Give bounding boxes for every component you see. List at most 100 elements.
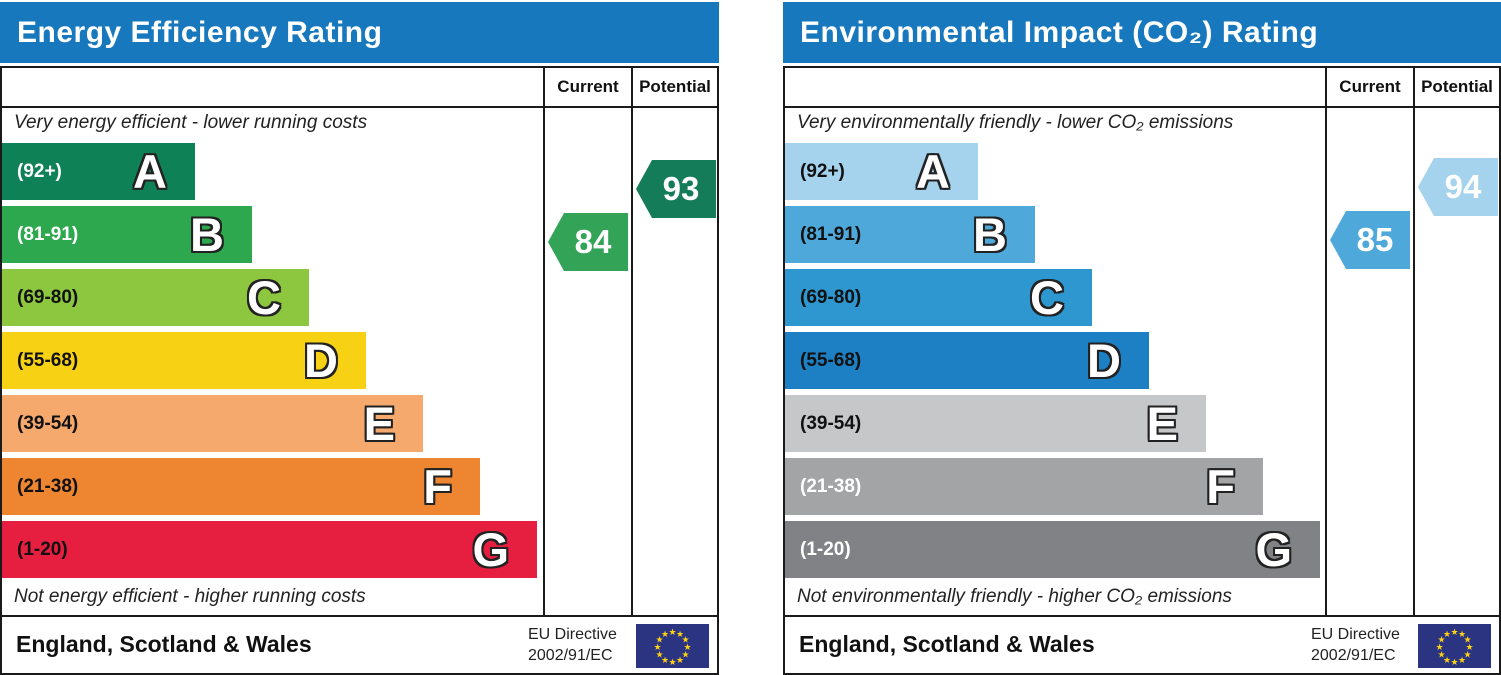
current-rating-value: 85 <box>1356 221 1394 258</box>
energy-efficiency-chart: Energy Efficiency Rating Very energy eff… <box>0 0 719 675</box>
eu-directive-line2: 2002/91/EC <box>1311 647 1396 664</box>
band-c-range: (69-80) <box>800 287 862 308</box>
region-label: England, Scotland & Wales <box>799 631 1095 657</box>
band-d-range: (55-68) <box>800 350 862 371</box>
band-g-range: (1-20) <box>800 539 851 560</box>
band-b-letter: B <box>190 208 224 261</box>
svg-text:★: ★ <box>1465 642 1473 652</box>
potential-rating-value: 94 <box>1444 168 1482 205</box>
svg-text:★: ★ <box>1463 635 1471 645</box>
svg-text:★: ★ <box>1443 655 1451 665</box>
current-rating-value: 84 <box>574 223 612 260</box>
current-rating-arrow: 85 <box>1330 211 1410 269</box>
current-column: Current 84 <box>543 68 631 615</box>
eu-flag-icon: ★ ★ ★ ★ ★ ★ ★ ★ ★ ★ ★ ★ <box>1418 624 1491 668</box>
svg-text:★: ★ <box>1443 629 1451 639</box>
svg-text:★: ★ <box>668 627 676 637</box>
band-d-range: (55-68) <box>17 350 79 371</box>
energy-efficiency-title: Energy Efficiency Rating <box>0 2 719 63</box>
band-d-letter: D <box>304 334 338 387</box>
band-a: (92+) A <box>2 143 195 200</box>
svg-text:★: ★ <box>681 650 689 660</box>
band-g: (1-20) G <box>785 521 1320 578</box>
band-e-range: (39-54) <box>17 413 79 434</box>
band-f-range: (21-38) <box>17 476 79 497</box>
footer: England, Scotland & Wales EU Directive 2… <box>0 615 719 675</box>
current-column-header: Current <box>557 77 619 96</box>
svg-text:★: ★ <box>1437 650 1445 660</box>
band-b-range: (81-91) <box>17 224 79 245</box>
band-d: (55-68) D <box>2 332 366 389</box>
svg-text:★: ★ <box>1458 655 1466 665</box>
caption-bottom: Not environmentally friendly - higher CO… <box>797 586 1232 607</box>
energy-rating-table: Very energy efficient - lower running co… <box>0 66 719 617</box>
eu-directive-label: EU Directive 2002/91/EC <box>528 624 617 666</box>
band-g-letter: G <box>1255 523 1292 576</box>
band-f-range: (21-38) <box>800 476 862 497</box>
eu-directive-line2: 2002/91/EC <box>528 647 613 664</box>
band-a-letter: A <box>133 145 167 198</box>
svg-text:★: ★ <box>655 650 663 660</box>
band-f: (21-38) F <box>785 458 1263 515</box>
band-c-letter: C <box>1030 271 1064 324</box>
svg-text:★: ★ <box>661 629 669 639</box>
band-b-letter: B <box>973 208 1007 261</box>
current-column: Current 85 <box>1325 68 1413 615</box>
svg-text:★: ★ <box>676 655 684 665</box>
svg-text:★: ★ <box>1458 629 1466 639</box>
caption-top: Very energy efficient - lower running co… <box>14 112 368 133</box>
band-c-range: (69-80) <box>17 287 79 308</box>
current-column-header: Current <box>1339 77 1401 96</box>
eu-directive-line1: EU Directive <box>528 626 617 643</box>
potential-rating-arrow: 93 <box>636 160 716 218</box>
band-c: (69-80) C <box>2 269 309 326</box>
band-a: (92+) A <box>785 143 978 200</box>
band-c-letter: C <box>247 271 281 324</box>
band-d-letter: D <box>1087 334 1121 387</box>
svg-text:★: ★ <box>1450 627 1458 637</box>
band-f: (21-38) F <box>2 458 480 515</box>
svg-text:★: ★ <box>676 629 684 639</box>
svg-text:★: ★ <box>1435 642 1443 652</box>
eu-directive-label: EU Directive 2002/91/EC <box>1311 624 1400 666</box>
co2-rating-table: Very environmentally friendly - lower CO… <box>783 66 1501 617</box>
eu-directive-line1: EU Directive <box>1311 626 1400 643</box>
potential-column: Potential 93 <box>631 68 717 615</box>
svg-text:★: ★ <box>1450 657 1458 667</box>
potential-rating-value: 93 <box>662 170 700 207</box>
band-e-letter: E <box>1146 397 1178 450</box>
band-e-range: (39-54) <box>800 413 862 434</box>
svg-text:★: ★ <box>1437 635 1445 645</box>
svg-text:★: ★ <box>668 657 676 667</box>
environmental-impact-chart: Environmental Impact (CO₂) Rating Very e… <box>783 0 1501 675</box>
header-divider <box>785 106 1499 108</box>
band-g-range: (1-20) <box>17 539 68 560</box>
header-divider <box>2 106 717 108</box>
footer: England, Scotland & Wales EU Directive 2… <box>783 615 1501 675</box>
environmental-impact-title: Environmental Impact (CO₂) Rating <box>783 2 1501 63</box>
band-b: (81-91) B <box>785 206 1035 263</box>
band-d: (55-68) D <box>785 332 1149 389</box>
band-a-range: (92+) <box>17 161 62 182</box>
band-a-range: (92+) <box>800 161 845 182</box>
band-g: (1-20) G <box>2 521 537 578</box>
caption-bottom: Not energy efficient - higher running co… <box>14 586 366 607</box>
band-e-letter: E <box>363 397 395 450</box>
band-c: (69-80) C <box>785 269 1092 326</box>
band-e: (39-54) E <box>785 395 1206 452</box>
band-b: (81-91) B <box>2 206 252 263</box>
svg-text:★: ★ <box>655 635 663 645</box>
band-f-letter: F <box>1206 460 1235 513</box>
potential-column-header: Potential <box>639 77 711 96</box>
potential-rating-arrow: 94 <box>1418 158 1498 216</box>
region-label: England, Scotland & Wales <box>16 631 312 657</box>
svg-text:★: ★ <box>681 635 689 645</box>
potential-column: Potential 94 <box>1413 68 1499 615</box>
band-g-letter: G <box>472 523 509 576</box>
caption-top: Very environmentally friendly - lower CO… <box>797 112 1234 133</box>
svg-text:★: ★ <box>653 642 661 652</box>
band-a-letter: A <box>916 145 950 198</box>
band-b-range: (81-91) <box>800 224 862 245</box>
current-rating-arrow: 84 <box>548 213 628 271</box>
